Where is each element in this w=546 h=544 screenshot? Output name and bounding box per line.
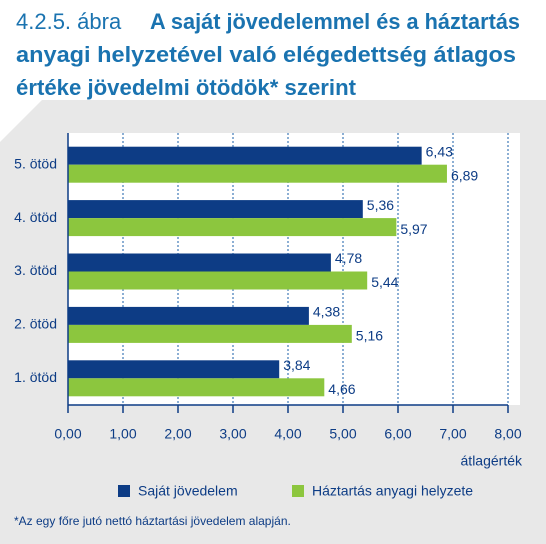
value-label: 4,78 <box>335 250 362 266</box>
x-tick-label: 4,00 <box>274 426 301 442</box>
y-tick-label: 2. ötöd <box>14 316 57 332</box>
x-tick-label: 3,00 <box>219 426 246 442</box>
legend-swatch <box>118 485 130 497</box>
x-tick-label: 8,00 <box>494 426 521 442</box>
value-label: 6,89 <box>451 167 478 183</box>
chart-title: értéke jövedelmi ötödök* szerint <box>16 75 357 100</box>
bar <box>68 378 325 397</box>
bar <box>68 218 397 237</box>
bar <box>68 324 352 343</box>
legend-swatch <box>292 485 304 497</box>
value-label: 4,66 <box>328 381 355 397</box>
bar <box>68 271 368 290</box>
y-tick-label: 5. ötöd <box>14 155 57 171</box>
y-tick-label: 4. ötöd <box>14 209 57 225</box>
x-tick-label: 7,00 <box>439 426 466 442</box>
bar <box>68 146 422 165</box>
value-label: 5,97 <box>400 221 427 237</box>
chart-title: anyagi helyzetével való elégedettség átl… <box>16 42 516 67</box>
bar <box>68 164 447 183</box>
x-tick-label: 6,00 <box>384 426 411 442</box>
footnote: *Az egy főre jutó nettó háztartási jöved… <box>14 514 291 528</box>
y-tick-label: 3. ötöd <box>14 262 57 278</box>
value-label: 3,84 <box>283 357 310 373</box>
y-tick-label: 1. ötöd <box>14 369 57 385</box>
value-label: 4,38 <box>313 304 340 320</box>
x-tick-label: 5,00 <box>329 426 356 442</box>
legend-label: Háztartás anyagi helyzete <box>312 483 473 499</box>
chart-title: A saját jövedelemmel és a háztartás <box>150 9 520 34</box>
value-label: 5,16 <box>356 328 383 344</box>
bar <box>68 360 280 379</box>
bar <box>68 253 331 272</box>
bar <box>68 200 363 219</box>
value-label: 5,44 <box>371 274 398 290</box>
bar <box>68 306 309 325</box>
x-tick-label: 1,00 <box>109 426 136 442</box>
x-tick-label: 0,00 <box>54 426 81 442</box>
x-axis-title: átlagérték <box>461 453 523 469</box>
value-label: 6,43 <box>426 143 453 159</box>
value-label: 5,36 <box>367 197 394 213</box>
x-tick-label: 2,00 <box>164 426 191 442</box>
figure-number: 4.2.5. ábra <box>16 9 122 34</box>
legend-label: Saját jövedelem <box>138 483 238 499</box>
